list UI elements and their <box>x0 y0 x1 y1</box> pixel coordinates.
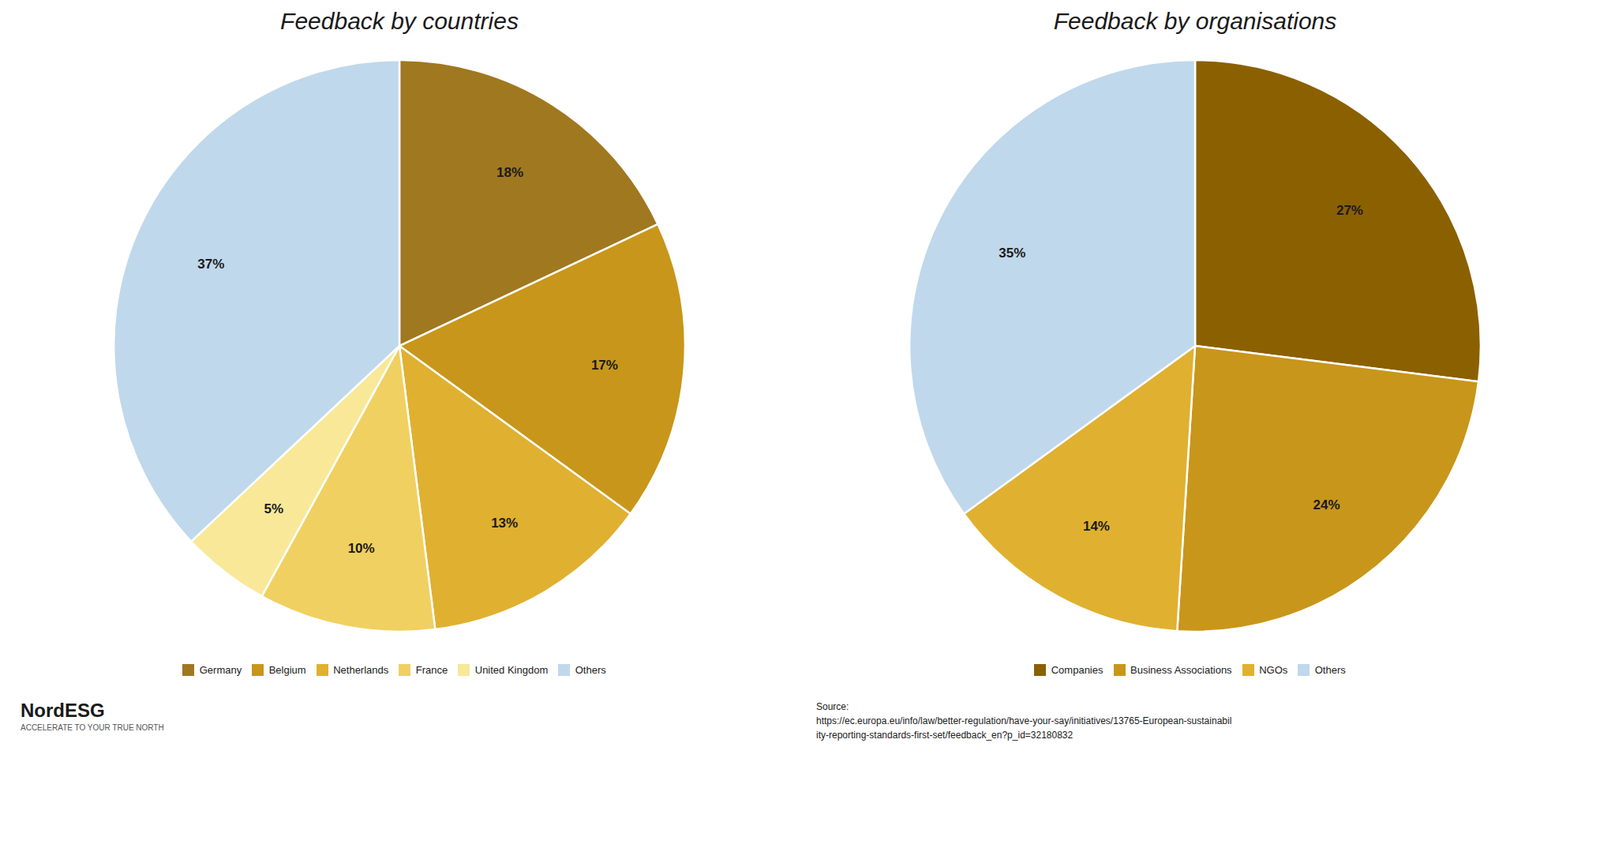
svg-text:18%: 18% <box>496 164 524 180</box>
html-text:Source: https://ec.europa.eu/i: Source: https://ec.europa.eu/info/law/be… <box>816 700 1232 741</box>
html-text:Others: Others <box>1314 663 1346 676</box>
svg-text:10%: 10% <box>348 540 375 556</box>
html-text:NordESG: NordESG <box>20 698 105 721</box>
html-text:Netherlands: Netherlands <box>333 663 389 676</box>
html-text:Others: Others <box>575 663 607 676</box>
html-text:NGOs: NGOs <box>1259 663 1288 676</box>
svg-text:27%: 27% <box>1336 202 1364 218</box>
svg-text:17%: 17% <box>591 357 619 373</box>
svg-text:5%: 5% <box>264 501 285 517</box>
svg-text:24%: 24% <box>1313 497 1341 513</box>
html-text:ACCELERATE TO YOUR TRUE NORTH: ACCELERATE TO YOUR TRUE NORTH <box>20 723 164 732</box>
html-text:United Kingdom: United Kingdom <box>475 663 549 676</box>
html-text:Belgium: Belgium <box>268 663 307 676</box>
svg-text:13%: 13% <box>490 515 518 531</box>
html-text:Germany: Germany <box>199 663 242 676</box>
svg-text:14%: 14% <box>1082 518 1110 534</box>
html-text:Companies: Companies <box>1051 663 1104 676</box>
html-text:Business Associations: Business Associations <box>1130 663 1232 676</box>
html-text:France: France <box>415 663 448 676</box>
svg-text:35%: 35% <box>998 245 1026 261</box>
html-text:Feedback by organisations: Feedback by organisations <box>1053 7 1337 34</box>
html-text:Feedback by countries: Feedback by countries <box>280 7 519 34</box>
svg-text:37%: 37% <box>197 256 225 272</box>
